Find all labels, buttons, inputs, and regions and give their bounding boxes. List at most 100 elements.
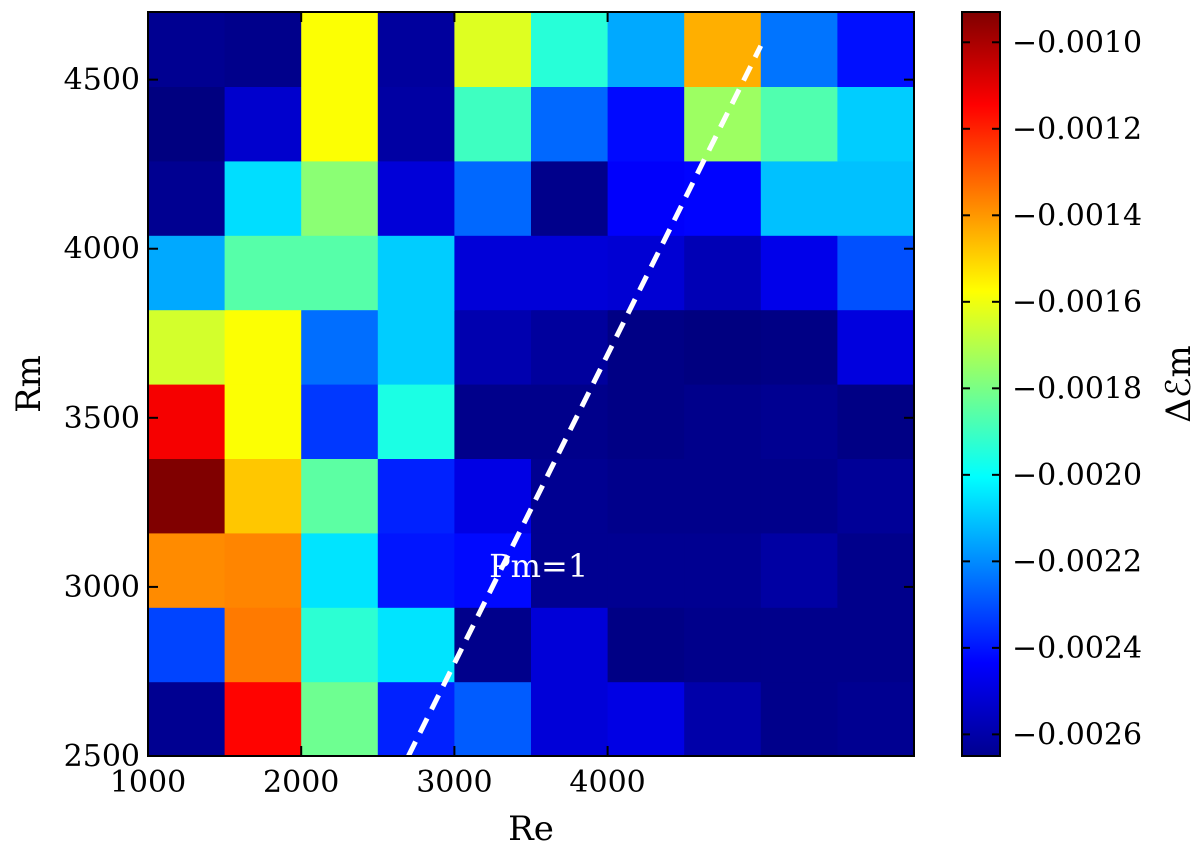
heatmap-cell [377,532,455,608]
annotation-group: Pm=1 [489,547,588,585]
heatmap-cell [224,235,302,311]
heatmap-cell [760,86,838,162]
x-axis-label: Re [508,809,554,849]
heatmap-cell [377,160,455,236]
heatmap-cell [377,384,455,459]
heatmap-cell [684,235,762,311]
heatmap-cell [837,384,915,459]
heatmap-cell [607,309,685,385]
heatmap-cell [224,86,302,162]
heatmap-cell [301,681,379,757]
heatmap-cell [760,458,838,534]
colorbar [961,11,1001,757]
heatmap-cell [837,681,915,757]
heatmap-cell [301,384,379,459]
heatmap-cell [837,86,915,162]
heatmap-cell [607,235,685,311]
heatmap-cell [607,681,685,757]
x-tick-label: 2000 [263,765,339,800]
heatmap-cell [224,160,302,236]
heatmap-cell [301,458,379,534]
heatmap-cell [224,12,302,87]
x-tick-label: 1000 [110,765,186,800]
heatmap-cell [224,458,302,534]
heatmap-cell [760,532,838,608]
heatmap-cell [684,309,762,385]
x-tick-label: 3000 [416,765,492,800]
heatmap-cell [301,86,379,162]
colorbar-tick-label: −0.0012 [1012,112,1142,147]
heatmap-cell [148,12,226,87]
heatmap-cell [837,12,915,87]
heatmap-cell [607,12,685,87]
heatmap-cell [607,607,685,683]
heatmap-cell [224,384,302,459]
heatmap-cell [148,384,226,459]
heatmap-cell [377,309,455,385]
colorbar-tick-label: −0.0010 [1012,25,1142,60]
heatmap-cell [760,235,838,311]
colorbar-tick-label: −0.0022 [1012,544,1142,579]
heatmap-cell [760,384,838,459]
heatmap-cell [148,532,226,608]
heatmap-cell [224,532,302,608]
heatmap-cell [607,458,685,534]
heatmap-cell [607,160,685,236]
heatmap-cell [531,309,609,385]
heatmap-cell [837,607,915,683]
heatmap-cell [837,160,915,236]
heatmap-cell [454,160,532,236]
y-axis-ticks: 2500 3000 3500 4000 4500 [64,63,914,774]
colorbar-label: Δℰm [1159,345,1199,422]
heatmap-cell [454,384,532,459]
heatmap-cell [377,12,455,87]
colorbar-tick-label: −0.0016 [1012,285,1142,320]
y-tick-label: 4000 [64,232,140,267]
heatmap-cell [454,12,532,87]
heatmap-cell [684,384,762,459]
heatmap-cell [301,235,379,311]
heatmap-cell [607,384,685,459]
heatmap-cell [301,12,379,87]
heatmap-cell [684,607,762,683]
heatmap-cell [837,532,915,608]
heatmap-cell [224,681,302,757]
heatmap-cell [148,607,226,683]
y-tick-label: 3500 [64,401,140,436]
heatmap-cell [760,309,838,385]
heatmap-cells [148,12,915,757]
heatmap-cell [684,532,762,608]
heatmap-cell [301,160,379,236]
heatmap-cell [301,607,379,683]
heatmap-cell [760,681,838,757]
heatmap-cell [454,458,532,534]
heatmap-cell [531,532,609,608]
plot-frame [147,11,915,757]
heatmap-cell [684,681,762,757]
heatmap-cell [684,12,762,87]
y-tick-label: 2500 [64,739,140,774]
heatmap-cell [531,384,609,459]
heatmap-cell [684,458,762,534]
heatmap-cell [148,458,226,534]
heatmap-cell [224,309,302,385]
colorbar-tick-label: −0.0026 [1012,717,1142,752]
heatmap-cell [148,86,226,162]
pm-reference-line [406,44,764,758]
heatmap-cell [301,532,379,608]
heatmap-cell [837,309,915,385]
heatmap-cell [760,607,838,683]
colorbar-tick-label: −0.0020 [1012,458,1142,493]
heatmap-cell [454,309,532,385]
y-tick-label: 4500 [64,63,140,98]
reference-line-group [406,44,764,758]
heatmap-cell [224,607,302,683]
heatmap-cell [531,458,609,534]
heatmap-cell [607,532,685,608]
heatmap-cell [454,532,532,608]
x-axis-ticks: 1000 2000 3000 4000 [110,12,646,800]
heatmap-cell [531,607,609,683]
annotation-label: Pm=1 [489,547,588,585]
heatmap-cell [454,235,532,311]
